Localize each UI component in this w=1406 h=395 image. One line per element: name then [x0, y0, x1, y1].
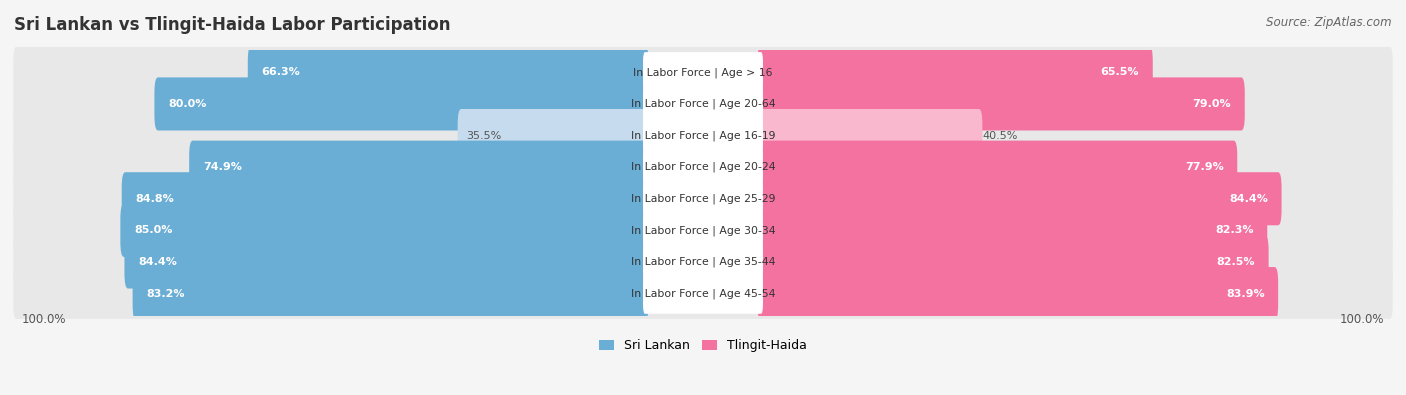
Text: 84.8%: 84.8%: [135, 194, 174, 204]
Text: 100.0%: 100.0%: [21, 313, 66, 326]
FancyBboxPatch shape: [758, 204, 1267, 257]
FancyBboxPatch shape: [758, 267, 1278, 320]
FancyBboxPatch shape: [155, 77, 648, 130]
FancyBboxPatch shape: [643, 84, 763, 124]
FancyBboxPatch shape: [758, 235, 1268, 288]
FancyBboxPatch shape: [14, 173, 1392, 224]
Text: 83.9%: 83.9%: [1226, 289, 1264, 299]
FancyBboxPatch shape: [643, 242, 763, 282]
Text: 82.3%: 82.3%: [1215, 226, 1254, 235]
FancyBboxPatch shape: [758, 77, 1244, 130]
Text: 74.9%: 74.9%: [202, 162, 242, 172]
FancyBboxPatch shape: [14, 205, 1392, 256]
Text: 100.0%: 100.0%: [1340, 313, 1385, 326]
Text: 82.5%: 82.5%: [1216, 257, 1256, 267]
FancyBboxPatch shape: [14, 142, 1392, 192]
Text: 84.4%: 84.4%: [1229, 194, 1268, 204]
Text: 85.0%: 85.0%: [134, 226, 173, 235]
Text: 84.4%: 84.4%: [138, 257, 177, 267]
Text: 79.0%: 79.0%: [1192, 99, 1232, 109]
Text: In Labor Force | Age > 16: In Labor Force | Age > 16: [633, 67, 773, 77]
Text: Sri Lankan vs Tlingit-Haida Labor Participation: Sri Lankan vs Tlingit-Haida Labor Partic…: [14, 16, 450, 34]
FancyBboxPatch shape: [14, 237, 1392, 287]
Text: 40.5%: 40.5%: [983, 131, 1018, 141]
Text: In Labor Force | Age 35-44: In Labor Force | Age 35-44: [631, 257, 775, 267]
Text: 83.2%: 83.2%: [146, 289, 184, 299]
Text: In Labor Force | Age 30-34: In Labor Force | Age 30-34: [631, 225, 775, 236]
FancyBboxPatch shape: [643, 179, 763, 219]
Text: 35.5%: 35.5%: [467, 131, 502, 141]
Text: 77.9%: 77.9%: [1185, 162, 1223, 172]
Text: In Labor Force | Age 20-24: In Labor Force | Age 20-24: [631, 162, 775, 172]
FancyBboxPatch shape: [758, 141, 1237, 194]
FancyBboxPatch shape: [14, 79, 1392, 129]
FancyBboxPatch shape: [643, 273, 763, 314]
Text: In Labor Force | Age 16-19: In Labor Force | Age 16-19: [631, 130, 775, 141]
FancyBboxPatch shape: [643, 115, 763, 156]
Text: 80.0%: 80.0%: [169, 99, 207, 109]
Text: In Labor Force | Age 45-54: In Labor Force | Age 45-54: [631, 288, 775, 299]
Text: 66.3%: 66.3%: [262, 67, 299, 77]
FancyBboxPatch shape: [14, 268, 1392, 319]
FancyBboxPatch shape: [190, 141, 648, 194]
FancyBboxPatch shape: [132, 267, 648, 320]
FancyBboxPatch shape: [643, 52, 763, 92]
FancyBboxPatch shape: [14, 110, 1392, 161]
FancyBboxPatch shape: [643, 210, 763, 250]
FancyBboxPatch shape: [125, 235, 648, 288]
FancyBboxPatch shape: [247, 46, 648, 99]
Text: In Labor Force | Age 25-29: In Labor Force | Age 25-29: [631, 194, 775, 204]
FancyBboxPatch shape: [122, 172, 648, 225]
Text: 65.5%: 65.5%: [1101, 67, 1139, 77]
FancyBboxPatch shape: [14, 47, 1392, 98]
FancyBboxPatch shape: [758, 172, 1281, 225]
Text: Source: ZipAtlas.com: Source: ZipAtlas.com: [1267, 16, 1392, 29]
FancyBboxPatch shape: [121, 204, 648, 257]
Text: In Labor Force | Age 20-64: In Labor Force | Age 20-64: [631, 99, 775, 109]
FancyBboxPatch shape: [643, 147, 763, 187]
Legend: Sri Lankan, Tlingit-Haida: Sri Lankan, Tlingit-Haida: [593, 334, 813, 357]
FancyBboxPatch shape: [458, 109, 648, 162]
FancyBboxPatch shape: [758, 46, 1153, 99]
FancyBboxPatch shape: [758, 109, 983, 162]
